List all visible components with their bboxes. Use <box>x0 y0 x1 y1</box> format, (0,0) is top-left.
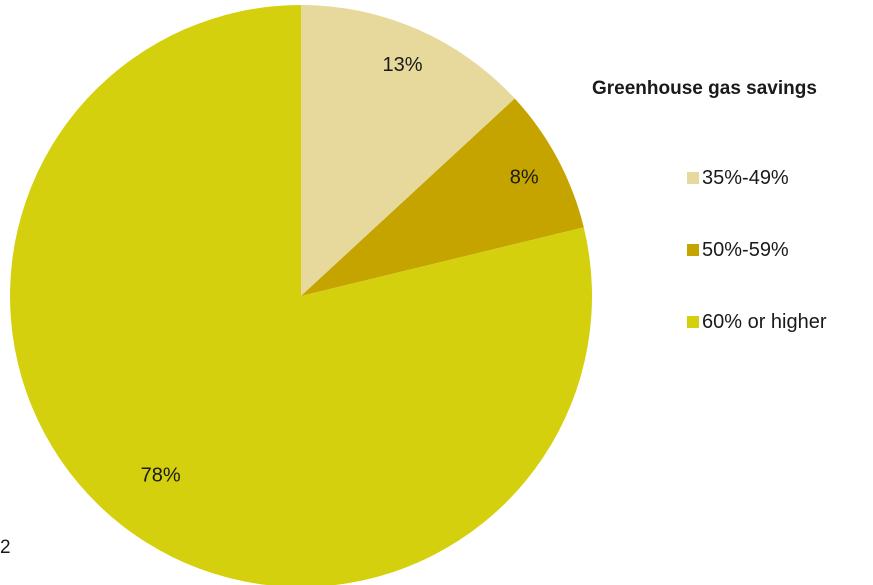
pie-slice-50-59 <box>301 98 584 296</box>
legend-swatch-35-49 <box>687 172 699 184</box>
legend-label-50-59: 50%-59% <box>702 238 789 261</box>
pie-slices <box>10 5 593 585</box>
legend-swatch-50-59 <box>687 244 699 256</box>
page-number: 2 <box>0 537 11 558</box>
legend-label-35-49: 35%-49% <box>702 166 789 189</box>
legend-swatch-60-or-higher <box>687 316 699 328</box>
data-label-50-59: 8% <box>510 166 539 188</box>
legend-item-50-59: 50%-59% <box>687 239 867 261</box>
data-label-60-or-higher: 78% <box>141 464 181 486</box>
legend-item-35-49: 35%-49% <box>687 167 867 189</box>
pie-data-labels: 13% 8% 78% <box>141 54 539 486</box>
legend-label-60-or-higher: 60% or higher <box>702 310 827 333</box>
pie-slice-60-or-higher <box>10 5 593 585</box>
data-label-35-49: 13% <box>382 54 422 76</box>
legend-title: Greenhouse gas savings <box>592 78 817 99</box>
pie-slice-35-49 <box>301 5 515 296</box>
legend: Greenhouse gas savings 35%-49% 50%-59% 6… <box>592 78 867 383</box>
legend-item-60-or-higher: 60% or higher <box>687 311 867 333</box>
